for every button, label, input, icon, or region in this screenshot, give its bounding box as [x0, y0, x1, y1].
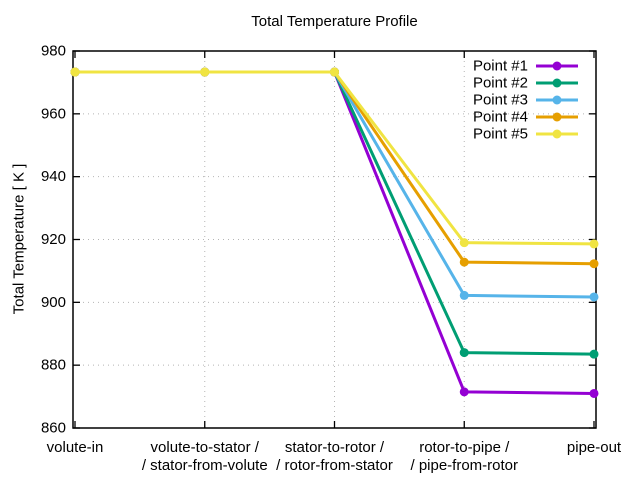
x-tick-label: stator-to-rotor /: [285, 439, 385, 456]
legend-marker: [552, 112, 562, 122]
series-point-5-point: [459, 238, 469, 248]
series-point-5-point: [589, 239, 599, 249]
axes: [72, 50, 597, 429]
legend-item: Point #3: [473, 92, 578, 109]
legend-label: Point #4: [473, 109, 528, 126]
legend-item: Point #5: [473, 126, 578, 143]
series-point-1-point: [589, 388, 599, 398]
series-point-3-point: [459, 290, 469, 300]
series-point-5-point: [330, 67, 339, 77]
legend-label: Point #1: [473, 58, 528, 75]
series-point-5-point: [70, 67, 80, 77]
legend-label: Point #5: [473, 126, 528, 143]
series-point-1-point: [459, 387, 469, 397]
series-point-5-point: [200, 67, 210, 77]
legend-marker: [552, 129, 562, 139]
series-point-4-point: [459, 257, 469, 267]
legend-item: Point #1: [473, 58, 578, 75]
y-tick-label: 900: [41, 294, 66, 311]
legend-marker: [552, 78, 562, 88]
y-tick-label: 860: [41, 420, 66, 437]
x-tick-label: / pipe-from-rotor: [410, 457, 518, 474]
series-point-3-point: [589, 292, 599, 302]
chart-title: Total Temperature Profile: [251, 13, 418, 30]
x-tick-label: / rotor-from-stator: [276, 457, 393, 474]
legend-label: Point #2: [473, 75, 528, 92]
series-point-4-point: [589, 259, 599, 269]
x-tick-label: volute-in: [47, 439, 104, 456]
x-tick-label: rotor-to-pipe /: [419, 439, 510, 456]
legend-label: Point #3: [473, 92, 528, 109]
legend-marker: [552, 95, 562, 105]
y-axis-label: Total Temperature [ K ]: [10, 163, 28, 315]
legend-marker: [552, 61, 562, 71]
legend-item: Point #4: [473, 109, 578, 126]
y-tick-label: 940: [41, 168, 66, 185]
series-point-2-point: [459, 348, 469, 358]
y-tick-label: 920: [41, 231, 66, 248]
y-tick-label: 960: [41, 105, 66, 122]
series-point-5: [70, 67, 599, 249]
x-tick-label: pipe-out: [567, 439, 622, 456]
y-tick-label: 980: [41, 43, 66, 60]
x-tick-label: / stator-from-volute: [142, 457, 268, 474]
grid: [73, 51, 596, 428]
legend-item: Point #2: [473, 75, 578, 92]
series-point-2-point: [589, 349, 599, 359]
x-tick-label: volute-to-stator /: [151, 439, 260, 456]
y-tick-label: 880: [41, 357, 66, 374]
